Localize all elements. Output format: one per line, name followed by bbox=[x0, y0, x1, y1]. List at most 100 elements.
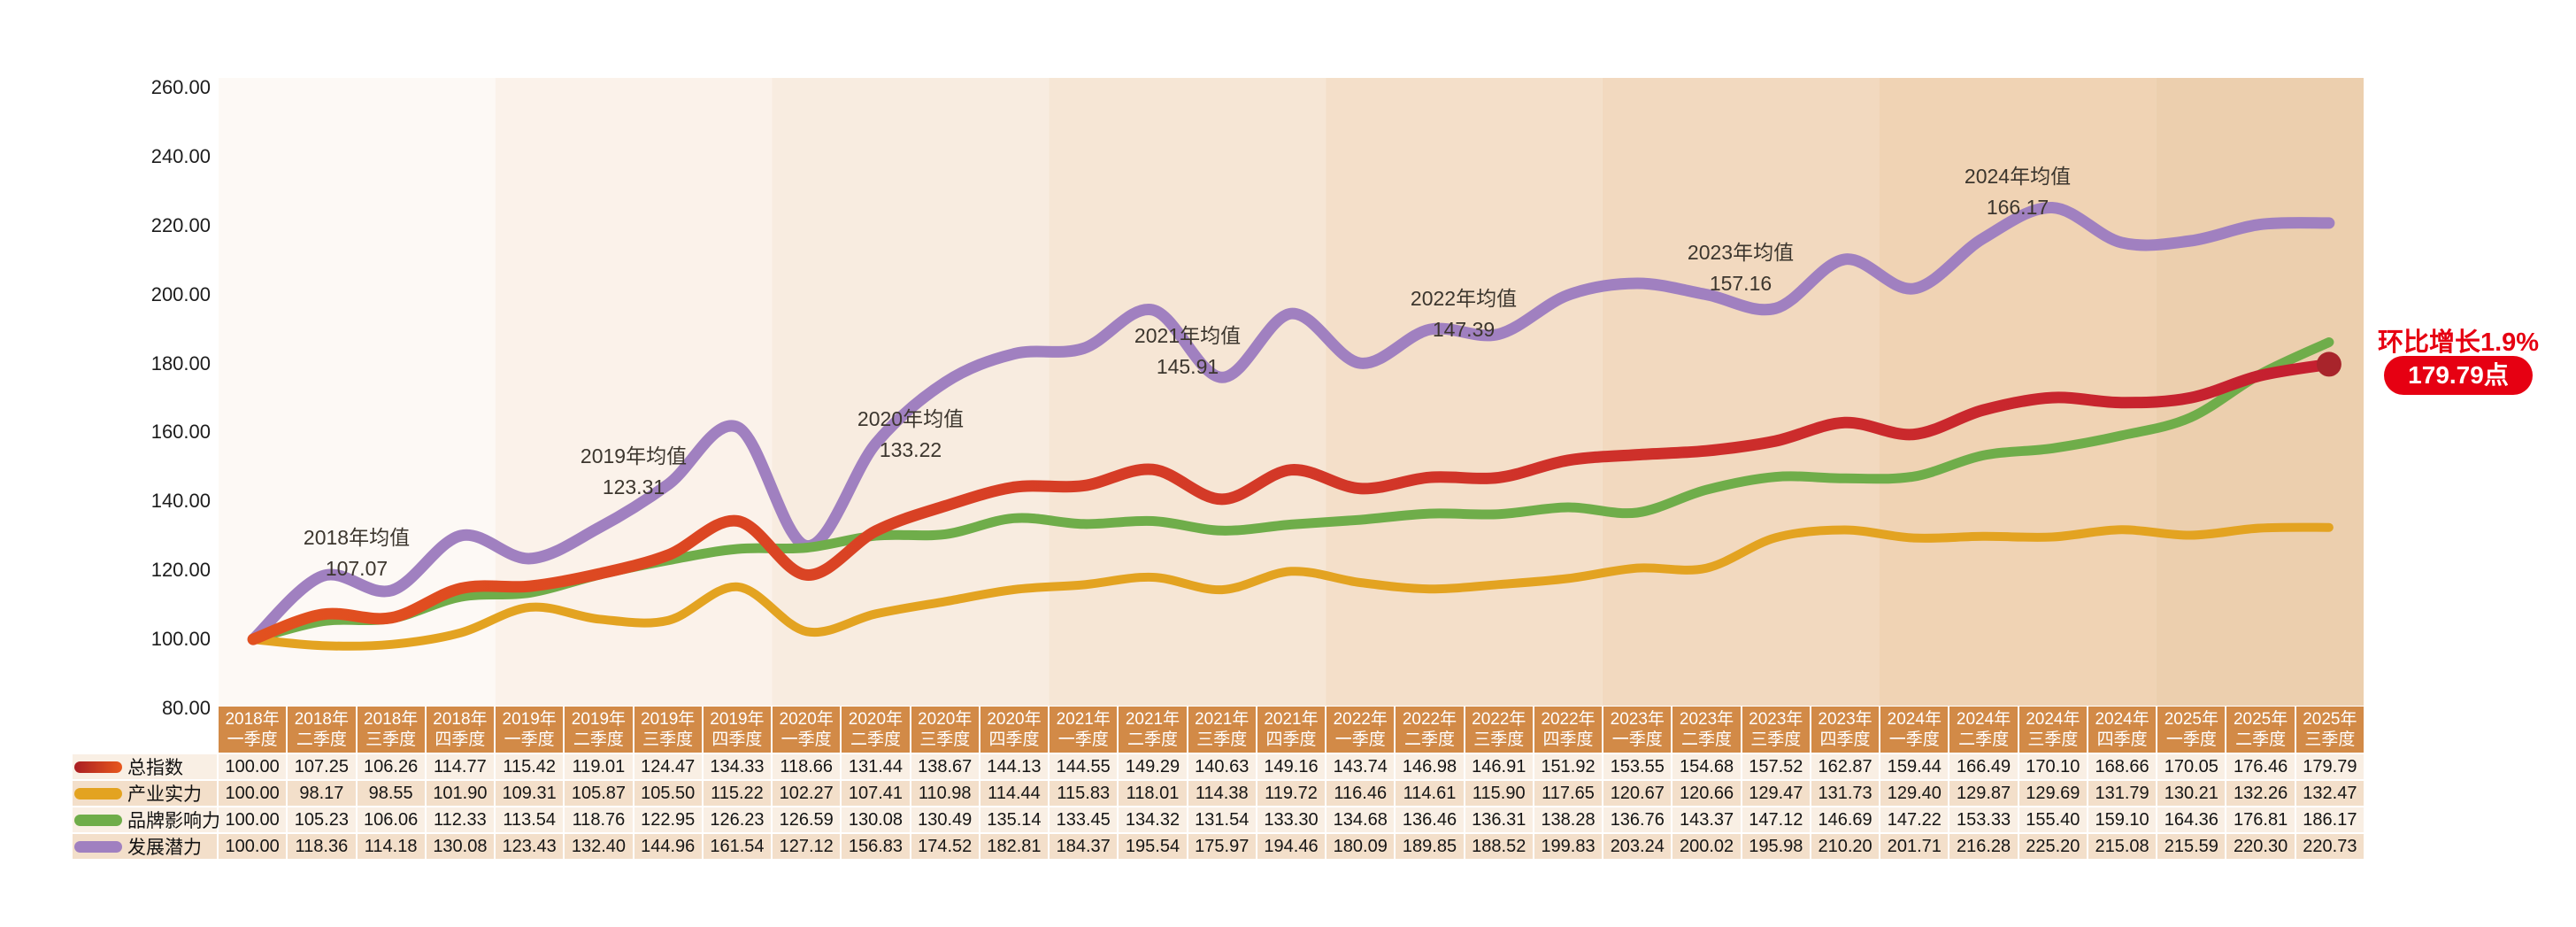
table-cell: 138.67 bbox=[911, 754, 979, 779]
column-header-year: 2018年 bbox=[225, 710, 280, 729]
column-header-year: 2024年 bbox=[1887, 710, 1942, 729]
column-header: 2024年 四季度 bbox=[2088, 707, 2157, 753]
legend-cell-industry-strength: 产业实力 bbox=[73, 781, 217, 806]
legend-color-pill bbox=[74, 840, 122, 853]
column-header-year: 2018年 bbox=[294, 710, 350, 729]
column-header: 2022年 三季度 bbox=[1465, 707, 1533, 753]
table-cell: 201.71 bbox=[1880, 834, 1949, 859]
table-cell: 107.25 bbox=[288, 754, 356, 779]
table-cell: 115.83 bbox=[1050, 781, 1118, 806]
column-header-quarter: 三季度 bbox=[2027, 730, 2079, 749]
column-header: 2020年 四季度 bbox=[980, 707, 1049, 753]
column-header-year: 2021年 bbox=[1056, 710, 1111, 729]
table-cell: 200.02 bbox=[1672, 834, 1741, 859]
table-cell: 154.68 bbox=[1672, 754, 1741, 779]
table-cell: 161.54 bbox=[703, 834, 772, 859]
column-header: 2019年 二季度 bbox=[565, 707, 633, 753]
table-cell: 129.40 bbox=[1880, 781, 1949, 806]
year-band bbox=[1049, 78, 1326, 706]
column-header-quarter: 一季度 bbox=[1611, 730, 1663, 749]
table-cell: 117.65 bbox=[1534, 781, 1603, 806]
column-header: 2018年 三季度 bbox=[357, 707, 425, 753]
table-cell: 146.98 bbox=[1396, 754, 1464, 779]
table-cell: 114.44 bbox=[980, 781, 1049, 806]
column-header-quarter: 二季度 bbox=[850, 730, 901, 749]
table-cell: 215.59 bbox=[2157, 834, 2226, 859]
column-header-quarter: 一季度 bbox=[1888, 730, 1940, 749]
column-header: 2021年 四季度 bbox=[1257, 707, 1326, 753]
table-cell: 126.23 bbox=[703, 807, 772, 832]
column-header: 2023年 二季度 bbox=[1672, 707, 1741, 753]
legend-cell-brand-influence: 品牌影响力 bbox=[73, 807, 220, 832]
table-cell: 143.74 bbox=[1326, 754, 1395, 779]
annotation-value: 107.07 bbox=[325, 557, 388, 580]
table-cell: 98.17 bbox=[288, 781, 356, 806]
table-cell: 119.72 bbox=[1257, 781, 1326, 806]
year-band bbox=[2156, 78, 2364, 706]
table-cell: 149.29 bbox=[1119, 754, 1187, 779]
column-header: 2018年 四季度 bbox=[426, 707, 495, 753]
table-cell: 146.91 bbox=[1465, 754, 1533, 779]
column-header-year: 2021年 bbox=[1125, 710, 1180, 729]
table-cell: 135.14 bbox=[980, 807, 1049, 832]
table-cell: 144.55 bbox=[1050, 754, 1118, 779]
table-cell: 175.97 bbox=[1188, 834, 1256, 859]
column-header: 2020年 二季度 bbox=[842, 707, 910, 753]
column-header-quarter: 三季度 bbox=[2304, 730, 2356, 749]
year-band bbox=[1326, 78, 1603, 706]
column-header-quarter: 二季度 bbox=[573, 730, 624, 749]
table-cell: 123.43 bbox=[496, 834, 564, 859]
annotation-value: 147.39 bbox=[1432, 318, 1496, 341]
table-cell: 100.00 bbox=[219, 754, 287, 779]
series-line-total-index bbox=[247, 358, 2335, 645]
column-header-quarter: 四季度 bbox=[988, 730, 1040, 749]
table-cell: 155.40 bbox=[2019, 807, 2087, 832]
column-header-year: 2024年 bbox=[1956, 710, 2011, 729]
y-axis-tick-label: 260.00 bbox=[150, 76, 211, 98]
column-header: 2021年 一季度 bbox=[1050, 707, 1118, 753]
data-table: 2018年 一季度 2018年 二季度 2018年 三季度 2018年 四季度 2019年 一季度… bbox=[73, 707, 2364, 859]
year-band bbox=[772, 78, 1050, 706]
column-header: 2024年 一季度 bbox=[1880, 707, 1949, 753]
table-cell: 136.31 bbox=[1465, 807, 1533, 832]
column-header-quarter: 三季度 bbox=[1473, 730, 1525, 749]
table-cell: 118.36 bbox=[288, 834, 356, 859]
column-header-year: 2024年 bbox=[2026, 710, 2080, 729]
column-header-quarter: 一季度 bbox=[1057, 730, 1109, 749]
column-header: 2022年 一季度 bbox=[1326, 707, 1395, 753]
table-cell: 118.66 bbox=[773, 754, 841, 779]
column-header-year: 2025年 bbox=[2164, 710, 2218, 729]
column-header-year: 2020年 bbox=[918, 710, 973, 729]
column-header-quarter: 四季度 bbox=[1265, 730, 1317, 749]
legend-color-pill bbox=[74, 761, 122, 773]
table-cell: 133.45 bbox=[1050, 807, 1118, 832]
column-header-year: 2022年 bbox=[1472, 710, 1526, 729]
table-cell: 179.79 bbox=[2295, 754, 2364, 779]
table-cell: 109.31 bbox=[496, 781, 564, 806]
column-header-year: 2018年 bbox=[433, 710, 488, 729]
column-header-year: 2023年 bbox=[1749, 710, 1803, 729]
column-header-year: 2023年 bbox=[1679, 710, 1734, 729]
table-cell: 114.77 bbox=[426, 754, 495, 779]
table-cell: 134.33 bbox=[703, 754, 772, 779]
column-header-year: 2020年 bbox=[987, 710, 1042, 729]
latest-value-pill: 179.79点 bbox=[2384, 356, 2533, 395]
table-cell: 114.61 bbox=[1396, 781, 1464, 806]
annotation-value: 166.17 bbox=[1986, 196, 2049, 219]
table-cell: 119.01 bbox=[565, 754, 633, 779]
column-header: 2023年 三季度 bbox=[1742, 707, 1810, 753]
table-cell: 115.90 bbox=[1465, 781, 1533, 806]
table-cell: 105.50 bbox=[634, 781, 702, 806]
table-cell: 138.28 bbox=[1534, 807, 1603, 832]
column-header: 2025年 二季度 bbox=[2226, 707, 2295, 753]
year-average-annotation: 2024年均值 166.17 bbox=[1903, 161, 2133, 223]
table-cell: 102.27 bbox=[773, 781, 841, 806]
series-end-marker bbox=[2316, 351, 2341, 377]
y-axis-tick-label: 200.00 bbox=[150, 283, 211, 305]
series-line-industry-strength bbox=[249, 522, 2334, 651]
table-corner-cell bbox=[73, 707, 217, 753]
table-cell: 114.38 bbox=[1188, 781, 1256, 806]
y-axis-tick-label: 80.00 bbox=[161, 697, 211, 719]
table-cell: 100.00 bbox=[219, 807, 287, 832]
year-average-annotation: 2020年均值 133.22 bbox=[796, 404, 1026, 466]
